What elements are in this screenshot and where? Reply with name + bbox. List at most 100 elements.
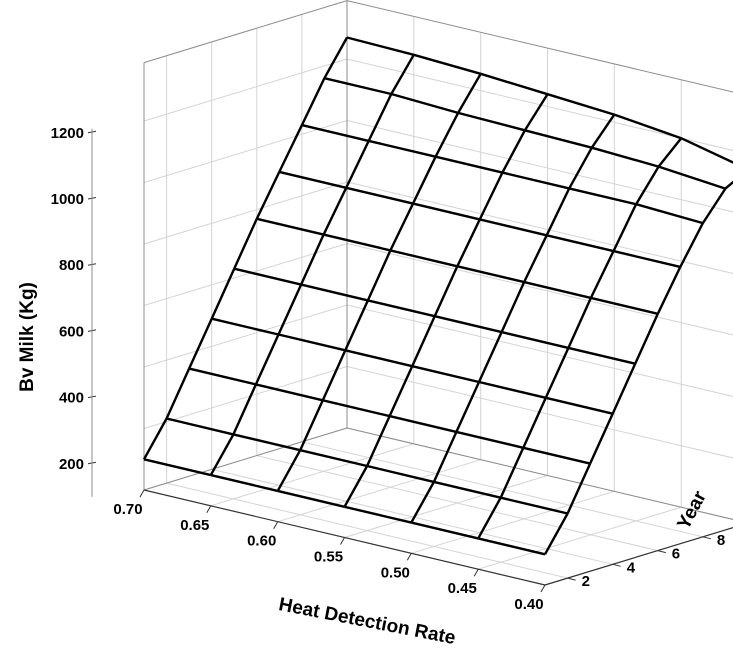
surface-line-rate <box>457 73 482 114</box>
x-tick-mark <box>273 521 279 529</box>
surface-line-year <box>367 299 435 318</box>
box-edge-floor-left <box>143 427 348 491</box>
z-tick-label: 600 <box>59 323 84 340</box>
gridline-x-floor <box>210 443 414 507</box>
surface-line-year <box>279 170 347 189</box>
surface-line-year <box>456 430 524 449</box>
y-tick-label: 6 <box>672 546 680 563</box>
gridline-y-floor <box>166 482 568 579</box>
y-tick-mark <box>612 563 621 567</box>
surface-line-rate <box>656 266 682 315</box>
gridline-z-backwall <box>346 243 733 336</box>
x-tick-label: 0.70 <box>113 501 142 518</box>
surface-line-rate <box>567 297 592 349</box>
surface-line-year <box>368 139 436 158</box>
surface-line-year <box>433 480 501 499</box>
x-tick-mark <box>406 553 412 561</box>
surface-line-rate <box>388 365 414 417</box>
x-tick-label: 0.55 <box>314 549 343 566</box>
surface-line-rate <box>455 381 481 433</box>
surface-line-rate <box>499 447 525 499</box>
surface-line-year <box>680 137 733 164</box>
x-axis-title: Heat Detection Rate <box>277 594 457 649</box>
z-tick-label: 400 <box>59 390 84 407</box>
surface-line-year <box>255 383 324 402</box>
surface-line-rate <box>545 187 571 236</box>
surface-line-rate <box>165 368 191 419</box>
surface-line-rate <box>477 497 502 539</box>
surface-line-year <box>591 146 659 168</box>
surface-line-year <box>166 417 234 436</box>
surface-line-rate <box>611 363 637 415</box>
surface-line-year <box>545 396 613 415</box>
gridline-y-floor <box>256 455 658 552</box>
surface-line-year <box>477 537 546 556</box>
surface-line-rate <box>278 124 303 173</box>
x-tick-mark <box>139 489 145 498</box>
surface-line-year <box>346 36 415 56</box>
surface-line-year <box>233 433 301 452</box>
surface-line-rate <box>432 431 458 483</box>
surface-line-year <box>301 123 369 143</box>
tick-labels: 200 400 600 800 1000 1200 0.70 0.65 0.60 0.55 0.50… <box>51 125 726 613</box>
gridline-x-floor <box>544 527 733 586</box>
surface-line-rate <box>345 140 370 189</box>
surface-line-rate <box>366 249 392 301</box>
surface-line-rate <box>300 234 325 286</box>
surface-line-year <box>457 111 526 132</box>
surface-line-year <box>635 203 704 225</box>
gridline-z-leftwall <box>143 243 348 306</box>
z-tick-label: 1200 <box>51 125 84 142</box>
surface-line-rate <box>344 299 369 351</box>
surface-line-rate <box>232 383 257 435</box>
surface-line-year <box>256 217 324 236</box>
surface-line-rate <box>343 465 369 508</box>
surface-line-year <box>323 233 391 252</box>
surface-line-rate <box>478 172 504 220</box>
surface-line-rate <box>188 318 213 370</box>
gridline-y-floor <box>211 468 613 565</box>
y-tick-label: 4 <box>627 559 636 576</box>
surface-line-rate <box>566 463 592 514</box>
surface-line-rate <box>523 93 549 131</box>
surface-line-rate <box>522 397 547 449</box>
surface-line-rate <box>410 481 435 524</box>
x-tick-label: 0.45 <box>448 580 477 597</box>
y-tick-label: 8 <box>717 532 725 549</box>
y-axis-line <box>544 526 733 586</box>
y-tick-mark <box>702 536 712 540</box>
surface-line-rate <box>523 234 548 283</box>
surface-line-year <box>411 365 480 384</box>
surface-line-year <box>547 93 615 116</box>
y-tick-label: 2 <box>582 573 590 590</box>
surface-line-year <box>322 399 390 418</box>
surface-line-rate <box>299 399 324 451</box>
surface-line-rate <box>500 281 526 333</box>
surface-line-year <box>345 349 413 368</box>
surface-line-rate <box>276 449 302 492</box>
surface-line-rate <box>589 413 614 465</box>
surface-line-rate <box>255 171 281 220</box>
surface-line-rate <box>367 93 393 142</box>
x-tick-label: 0.60 <box>247 533 276 550</box>
gridline-z-leftwall <box>143 366 348 429</box>
x-tick-label: 0.50 <box>381 564 410 581</box>
surface-line-rate <box>679 222 704 268</box>
surface-line-year <box>480 72 548 96</box>
surface-line-year <box>211 317 279 336</box>
gridline-x-floor <box>344 475 548 538</box>
surface-line-year <box>457 265 525 284</box>
x-tick-mark <box>206 505 212 514</box>
surface-line-year <box>523 280 592 300</box>
surface-line-rate <box>544 347 570 399</box>
surface-line-rate <box>635 165 660 205</box>
surface-line-year <box>479 218 547 237</box>
surface-line-rate <box>209 433 235 476</box>
surface-line-rate <box>322 187 348 236</box>
surface-line-year <box>389 414 457 434</box>
surface-line-rate <box>701 187 727 224</box>
surface-line-year <box>478 380 547 399</box>
surface-line-year <box>233 267 302 286</box>
surface-line-year <box>411 521 479 540</box>
